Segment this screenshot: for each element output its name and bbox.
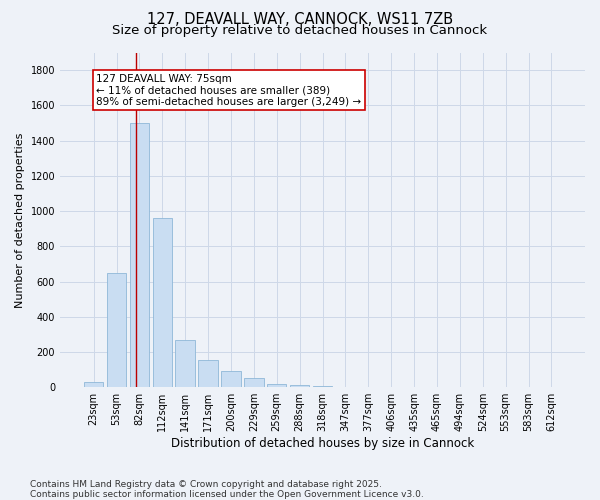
Bar xyxy=(175,340,195,387)
Text: Contains public sector information licensed under the Open Government Licence v3: Contains public sector information licen… xyxy=(30,490,424,499)
Bar xyxy=(84,382,103,387)
Bar xyxy=(199,360,218,387)
Bar xyxy=(107,272,126,387)
Bar xyxy=(244,378,263,387)
Bar xyxy=(290,386,310,387)
Bar xyxy=(359,386,378,387)
Bar xyxy=(130,123,149,387)
Bar xyxy=(335,386,355,387)
X-axis label: Distribution of detached houses by size in Cannock: Distribution of detached houses by size … xyxy=(171,437,474,450)
Bar xyxy=(267,384,286,387)
Bar xyxy=(152,218,172,387)
Bar xyxy=(313,386,332,387)
Y-axis label: Number of detached properties: Number of detached properties xyxy=(15,132,25,308)
Text: 127, DEAVALL WAY, CANNOCK, WS11 7ZB: 127, DEAVALL WAY, CANNOCK, WS11 7ZB xyxy=(147,12,453,28)
Text: Size of property relative to detached houses in Cannock: Size of property relative to detached ho… xyxy=(112,24,488,37)
Text: 127 DEAVALL WAY: 75sqm
← 11% of detached houses are smaller (389)
89% of semi-de: 127 DEAVALL WAY: 75sqm ← 11% of detached… xyxy=(97,74,362,107)
Bar xyxy=(221,372,241,387)
Text: Contains HM Land Registry data © Crown copyright and database right 2025.: Contains HM Land Registry data © Crown c… xyxy=(30,480,382,489)
